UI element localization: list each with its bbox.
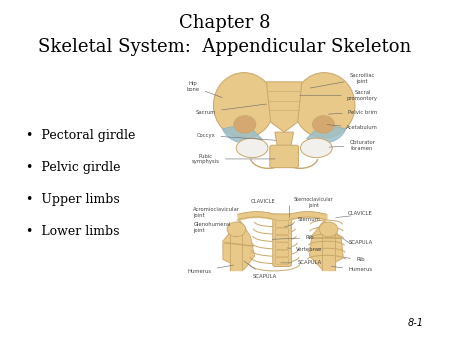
Ellipse shape [236,138,268,158]
Text: Rib: Rib [272,235,314,240]
Text: Hip
bone: Hip bone [187,81,222,98]
Text: •  Pelvic girdle: • Pelvic girdle [26,161,121,174]
Text: Acetabulum: Acetabulum [327,125,378,130]
Circle shape [319,222,338,237]
Text: Sacral
promontory: Sacral promontory [300,90,378,101]
Polygon shape [223,220,255,270]
Text: SCAPULA: SCAPULA [244,261,277,279]
Text: Obturator
foramen: Obturator foramen [329,140,375,151]
Text: CLAVICLE: CLAVICLE [348,211,373,216]
Text: Sacroiliac
joint: Sacroiliac joint [310,73,375,88]
Polygon shape [266,82,302,132]
Circle shape [234,116,256,133]
Text: Rib: Rib [344,257,364,262]
Text: Pelvic brim: Pelvic brim [328,110,377,115]
Text: Chapter 8: Chapter 8 [179,14,271,32]
FancyBboxPatch shape [276,235,288,242]
FancyBboxPatch shape [276,243,288,249]
Text: 8-1: 8-1 [408,318,424,328]
Polygon shape [310,220,343,270]
Ellipse shape [301,138,332,158]
Ellipse shape [213,73,274,138]
FancyBboxPatch shape [276,221,288,227]
Text: •  Lower limbs: • Lower limbs [26,224,120,238]
FancyBboxPatch shape [270,145,298,168]
Circle shape [312,116,334,133]
Text: •  Upper limbs: • Upper limbs [26,193,120,206]
Text: Sternoclavicular
joint: Sternoclavicular joint [294,197,333,208]
Text: CLAVICLE: CLAVICLE [251,198,275,203]
Text: Skeletal System:  Appendicular Skeleton: Skeletal System: Appendicular Skeleton [38,38,412,56]
Text: Humerus: Humerus [188,265,234,274]
Text: Acromioclavicular
joint: Acromioclavicular joint [194,207,240,221]
FancyBboxPatch shape [276,258,288,264]
Text: SCAPULA: SCAPULA [348,240,373,245]
Text: •  Pectoral girdle: • Pectoral girdle [26,129,136,142]
FancyBboxPatch shape [273,214,291,267]
Polygon shape [275,132,293,152]
Text: Pubic
symphysis: Pubic symphysis [192,153,275,164]
Circle shape [227,222,246,237]
Text: Coccyx: Coccyx [197,133,276,140]
Wedge shape [306,124,346,143]
Ellipse shape [294,73,355,138]
Text: Humerus: Humerus [331,266,372,272]
Text: Vertebrae: Vertebrae [287,247,323,252]
FancyBboxPatch shape [276,228,288,235]
Text: Sacrum: Sacrum [196,104,267,115]
Text: Glenohumeral
joint: Glenohumeral joint [194,222,236,236]
FancyBboxPatch shape [276,250,288,257]
Text: Sternum: Sternum [285,217,321,227]
Text: SCAPULA: SCAPULA [281,260,322,265]
Wedge shape [222,124,262,143]
